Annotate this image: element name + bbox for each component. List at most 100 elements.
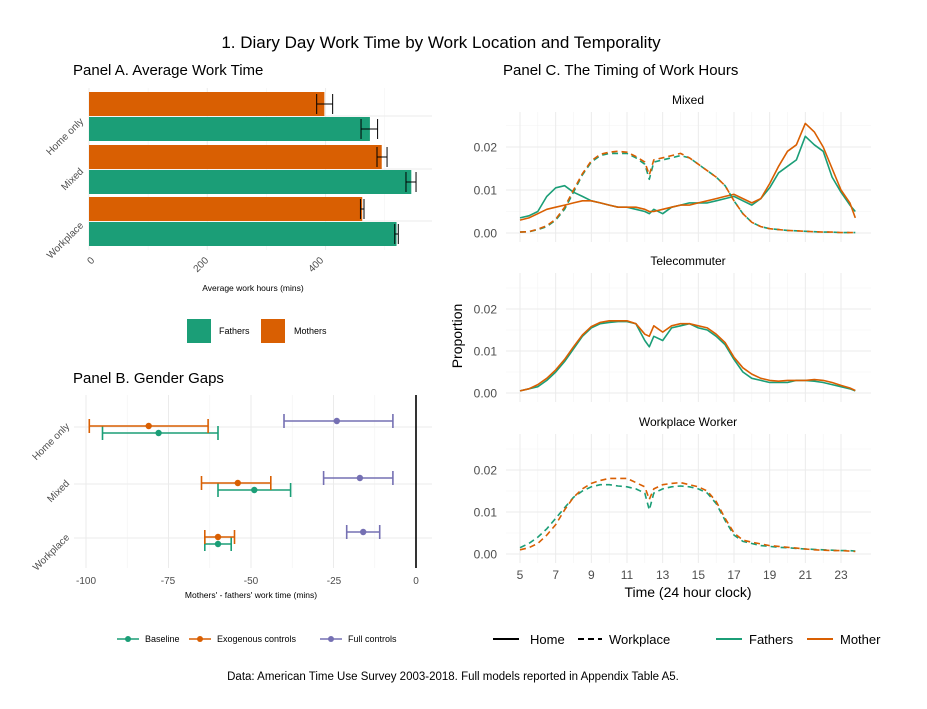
legend-workplace-label: Workplace [609, 632, 670, 647]
legend-fathers-swatch [187, 319, 211, 343]
line-mixed-fathers-home [519, 135, 856, 219]
panel-a-xtick-0: 0 [85, 255, 97, 267]
panel-b-xtick-minus50: -50 [244, 576, 259, 587]
panel-c-ytick-telecommuter: 0.02 [474, 303, 498, 317]
panel-c-ytick-telecommuter: 0.01 [474, 345, 498, 359]
panel-a-xtick-400: 400 [307, 255, 327, 275]
panel-c-ytick-mixed: 0.02 [474, 141, 498, 155]
panel-c: Panel C. The Timing of Work Hours Mixed … [449, 62, 881, 647]
panel-c-ytick-workplace-worker: 0.02 [474, 464, 498, 478]
panel-b-ytick-home-only: Home only [31, 421, 73, 463]
panel-a-title: Panel A. Average Work Time [73, 62, 263, 79]
panel-c-lines [519, 122, 857, 553]
panel-c-ytick-mixed: 0.01 [474, 184, 498, 198]
panel-a-x-tick-labels: 0 200 400 [85, 255, 326, 275]
panel-b-xlabel: Mothers' - fathers' work time (mins) [185, 590, 317, 600]
line-workplace-worker-fathers-workplace [519, 483, 856, 552]
panel-b-x-tick-labels: -100 -75 -50 -25 0 [76, 576, 419, 587]
legend-home-label: Home [530, 632, 565, 647]
panel-b-ytick-workplace: Workplace [31, 532, 72, 573]
figure-title: 1. Diary Day Work Time by Work Location … [221, 33, 661, 52]
panel-c-xtick: 19 [763, 568, 777, 582]
panel-c-xtick: 11 [621, 568, 634, 582]
panel-b-y-tick-labels: Home only Mixed Workplace [31, 421, 73, 573]
legend-exogenous-label: Exogenous controls [217, 634, 297, 644]
bar-mothers-home-only [89, 92, 325, 116]
point-baseline-home-only [155, 429, 162, 437]
panel-a: Panel A. Average Work Time Home only Mix… [45, 62, 432, 343]
panel-c-xtick: 21 [799, 568, 813, 582]
line-workplace-worker-mothers-workplace [519, 477, 856, 553]
point-full-mixed [356, 474, 364, 482]
legend-mother-label: Mother [840, 632, 881, 647]
point-baseline-mixed [251, 486, 258, 494]
panel-c-xtick: 5 [517, 568, 524, 582]
facet-title-mixed: Mixed [672, 93, 704, 107]
bar-fathers-mixed [89, 170, 412, 194]
legend-mothers-swatch [261, 319, 285, 343]
figure-caption: Data: American Time Use Survey 2003-2018… [227, 671, 679, 683]
panel-b-xtick-0: 0 [413, 576, 419, 587]
panel-c-xtick: 13 [656, 568, 670, 582]
legend-exogenous-point [197, 636, 203, 642]
panel-c-ytick-telecommuter: 0.00 [474, 387, 498, 401]
line-mixed-mothers-workplace [519, 150, 856, 234]
panel-a-ytick-workplace: Workplace [45, 220, 86, 261]
panel-c-ytick-workplace-worker: 0.01 [474, 506, 498, 520]
panel-b-ytick-mixed: Mixed [45, 478, 72, 505]
panel-c-ytick-workplace-worker: 0.00 [474, 548, 498, 562]
line-mixed-mothers-home [519, 122, 857, 221]
panel-b-xtick-minus100: -100 [76, 576, 96, 587]
point-full-workplace [360, 528, 367, 536]
panel-a-y-tick-labels: Home only Mixed Workplace [45, 116, 87, 261]
facet-title-telecommuter: Telecommuter [650, 254, 725, 268]
panel-a-ytick-home-only: Home only [45, 116, 87, 158]
facet-title-workplace-worker: Workplace Worker [639, 415, 737, 429]
panel-c-ytick-mixed: 0.00 [474, 227, 498, 241]
panel-a-xlabel: Average work hours (mins) [202, 283, 304, 293]
panel-b-legend: Baseline Exogenous controls Full control… [117, 634, 397, 644]
panel-b: Panel B. Gender Gaps Home only Mixed Wor… [31, 370, 432, 644]
panel-a-ytick-mixed: Mixed [59, 166, 86, 193]
panel-b-xtick-minus25: -25 [327, 576, 342, 587]
legend-baseline-label: Baseline [145, 634, 180, 644]
line-mixed-fathers-workplace [519, 152, 856, 234]
panel-b-xtick-minus75: -75 [161, 576, 176, 587]
panel-b-title: Panel B. Gender Gaps [73, 370, 224, 387]
panel-a-bars [89, 92, 417, 246]
panel-c-xtick: 17 [727, 568, 741, 582]
bar-fathers-workplace [89, 222, 397, 246]
panel-c-xtick: 15 [692, 568, 706, 582]
panel-c-xlabel: Time (24 hour clock) [624, 584, 751, 600]
legend-full-label: Full controls [348, 634, 397, 644]
panel-a-xtick-200: 200 [192, 255, 212, 275]
panel-c-ylabel: Proportion [449, 304, 465, 369]
panel-c-xtick: 23 [834, 568, 848, 582]
panel-c-gridlines [506, 112, 871, 563]
legend-c-fathers-label: Fathers [749, 632, 794, 647]
legend-full-point [328, 636, 334, 642]
bar-mothers-mixed [89, 145, 382, 169]
point-full-home-only [333, 417, 340, 425]
panel-c-x-tick-labels: 5 7 9 11 13 15 17 19 21 23 [517, 568, 848, 582]
bar-mothers-workplace [89, 197, 363, 221]
point-exogenous-home-only [145, 422, 152, 430]
panel-c-xtick: 9 [588, 568, 595, 582]
point-exogenous-mixed [234, 479, 241, 487]
panel-c-y-tick-labels: 0.00 0.01 0.02 0.00 0.01 0.02 0.00 0.01 0.02 [474, 141, 498, 562]
line-telecommuter-mothers-home [519, 319, 856, 392]
legend-baseline-point [125, 636, 131, 642]
panel-c-xtick: 7 [552, 568, 559, 582]
legend-mothers-label: Mothers [294, 326, 327, 336]
panel-c-legend: Home Workplace Fathers Mother [493, 632, 881, 647]
panel-a-legend: Fathers Mothers [187, 319, 327, 343]
bar-fathers-home-only [89, 117, 370, 141]
legend-fathers-label: Fathers [219, 326, 250, 336]
point-baseline-workplace [214, 540, 222, 548]
panel-b-gridlines [74, 395, 432, 568]
point-exogenous-workplace [214, 533, 222, 541]
panel-b-points [88, 395, 417, 568]
panel-c-title: Panel C. The Timing of Work Hours [503, 62, 738, 79]
